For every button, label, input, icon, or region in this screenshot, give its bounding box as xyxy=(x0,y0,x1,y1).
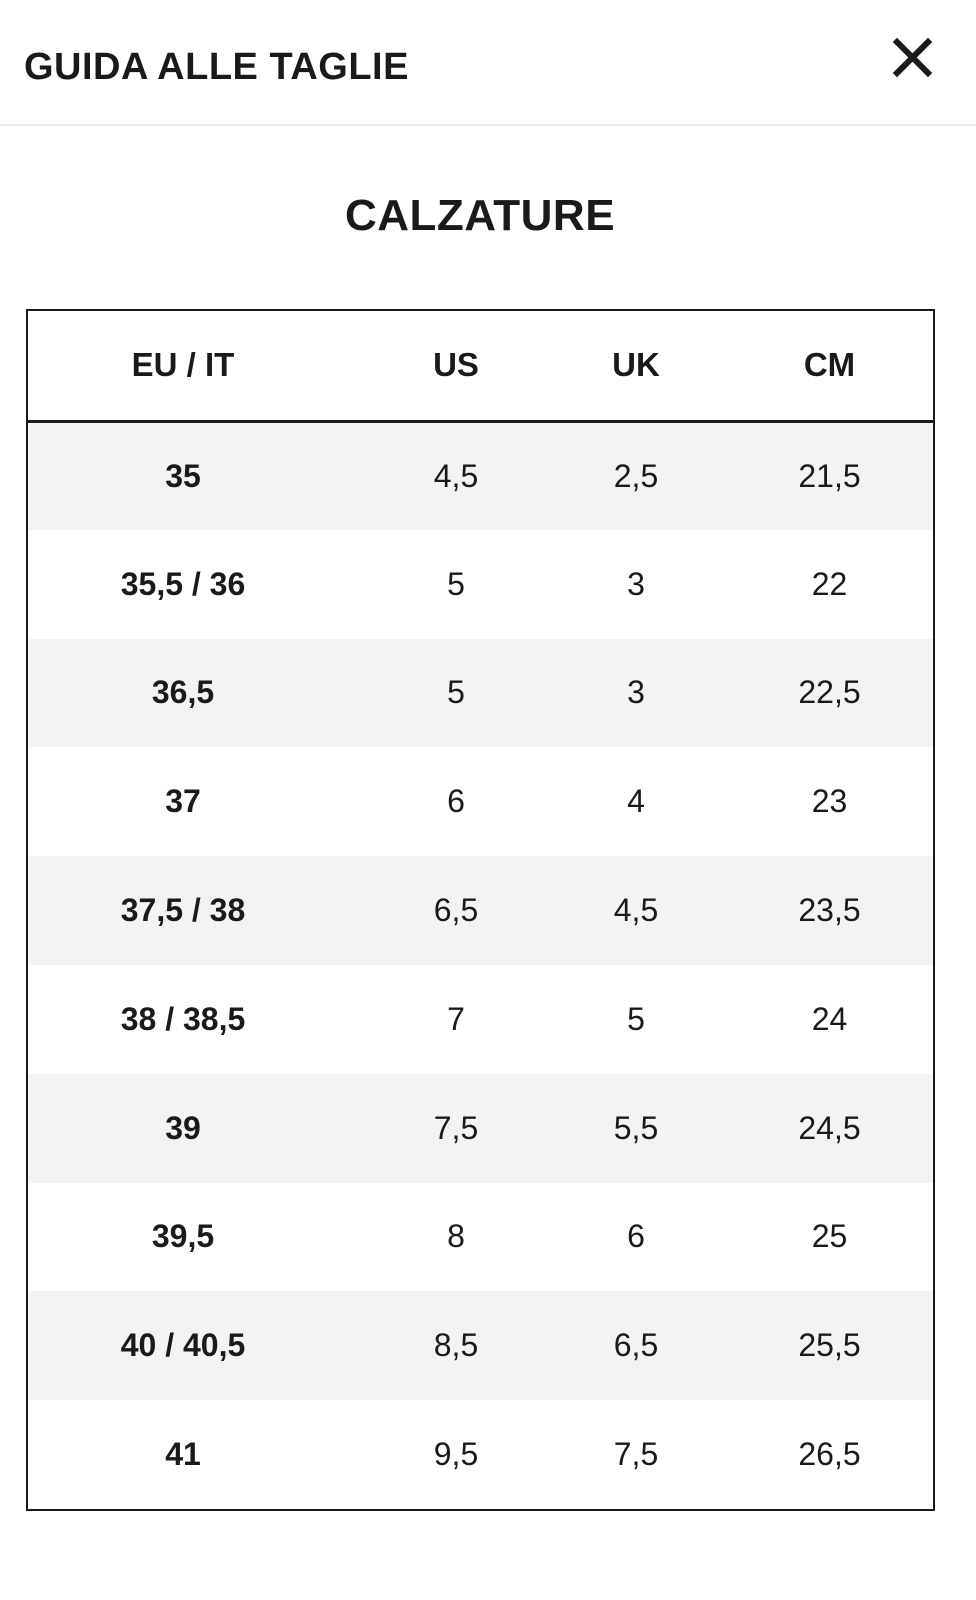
cell-eu-it: 35,5 / 36 xyxy=(120,565,246,602)
close-button[interactable] xyxy=(888,34,936,82)
column-header-eu-it: EU / IT xyxy=(28,311,366,423)
cell-cm: 24,5 xyxy=(798,1109,861,1146)
cell-eu-it: 41 xyxy=(165,1436,201,1473)
table-row: 39,5 8 6 25 xyxy=(28,1182,933,1292)
cell-cm: 25 xyxy=(811,1218,848,1255)
cell-cm: 24 xyxy=(811,1000,848,1037)
cell-us: 5 xyxy=(447,674,465,711)
cell-uk: 3 xyxy=(627,565,645,602)
cell-cm: 22 xyxy=(811,565,848,602)
cell-us: 9,5 xyxy=(433,1436,479,1473)
table-row: 35,5 / 36 5 3 22 xyxy=(28,529,933,639)
cell-cm: 22,5 xyxy=(798,674,861,711)
cell-uk: 6,5 xyxy=(613,1327,659,1364)
cell-cm: 26,5 xyxy=(798,1436,861,1473)
cell-uk: 4 xyxy=(627,783,645,820)
cell-cm: 21,5 xyxy=(798,457,861,494)
table-row: 35 4,5 2,5 21,5 xyxy=(28,421,933,530)
cell-uk: 4,5 xyxy=(613,892,659,929)
cell-uk: 7,5 xyxy=(613,1436,659,1473)
column-header-cm: CM xyxy=(726,311,933,423)
section-title: CALZATURE xyxy=(344,191,616,240)
cell-eu-it: 40 / 40,5 xyxy=(120,1327,246,1364)
cell-eu-it: 37,5 / 38 xyxy=(120,892,246,929)
table-header-row: EU / IT US UK CM xyxy=(28,311,933,423)
table-row: 39 7,5 5,5 24,5 xyxy=(28,1073,933,1183)
cell-eu-it: 39,5 xyxy=(151,1218,215,1255)
column-header-uk: UK xyxy=(546,311,726,423)
cell-us: 7,5 xyxy=(433,1109,479,1146)
cell-uk: 5,5 xyxy=(613,1109,659,1146)
cell-eu-it: 35 xyxy=(165,457,201,494)
cell-eu-it: 39 xyxy=(165,1109,201,1146)
table-row: 36,5 5 3 22,5 xyxy=(28,638,933,748)
cell-eu-it: 36,5 xyxy=(151,674,215,711)
cell-uk: 5 xyxy=(627,1000,645,1037)
table-row: 37 6 4 23 xyxy=(28,747,933,857)
cell-us: 8 xyxy=(447,1218,465,1255)
table-row: 40 / 40,5 8,5 6,5 25,5 xyxy=(28,1291,933,1401)
cell-us: 6 xyxy=(447,783,465,820)
modal-title: GUIDA ALLE TAGLIE xyxy=(24,46,409,88)
cell-eu-it: 37 xyxy=(165,783,201,820)
cell-uk: 6 xyxy=(627,1218,645,1255)
cell-cm: 25,5 xyxy=(798,1327,861,1364)
cell-uk: 3 xyxy=(627,674,645,711)
cell-us: 8,5 xyxy=(433,1327,479,1364)
cell-us: 7 xyxy=(447,1000,465,1037)
cell-us: 5 xyxy=(447,565,465,602)
cell-us: 4,5 xyxy=(433,457,479,494)
table-row: 37,5 / 38 6,5 4,5 23,5 xyxy=(28,856,933,965)
cell-cm: 23 xyxy=(811,783,848,820)
table-row: 41 9,5 7,5 26,5 xyxy=(28,1400,933,1509)
cell-uk: 2,5 xyxy=(613,457,659,494)
size-table: EU / IT US UK CM 35 4,5 2,5 21,5 35,5 / … xyxy=(26,309,935,1511)
modal-header: GUIDA ALLE TAGLIE xyxy=(0,0,976,126)
table-row: 38 / 38,5 7 5 24 xyxy=(28,964,933,1074)
cell-us: 6,5 xyxy=(433,892,479,929)
cell-cm: 23,5 xyxy=(798,892,861,929)
cell-eu-it: 38 / 38,5 xyxy=(120,1000,246,1037)
column-header-us: US xyxy=(366,311,546,423)
close-icon xyxy=(892,37,933,78)
